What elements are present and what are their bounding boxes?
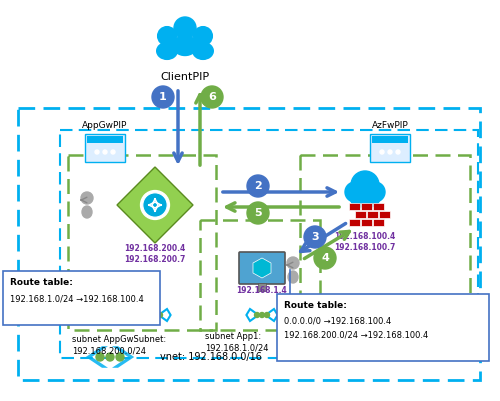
FancyBboxPatch shape (372, 136, 408, 143)
FancyBboxPatch shape (258, 283, 266, 291)
Circle shape (350, 187, 370, 207)
Text: AzFwPIP: AzFwPIP (372, 121, 408, 130)
Bar (68, 155, 216, 330)
FancyBboxPatch shape (3, 271, 160, 325)
Bar (60, 130, 478, 358)
Polygon shape (253, 258, 271, 278)
Circle shape (95, 150, 99, 154)
FancyBboxPatch shape (373, 219, 384, 226)
Circle shape (287, 257, 299, 269)
Circle shape (247, 175, 269, 197)
Ellipse shape (288, 271, 298, 283)
Text: 192.168.1.4: 192.168.1.4 (236, 286, 288, 295)
Text: Route table:: Route table: (10, 278, 73, 287)
Circle shape (111, 150, 115, 154)
Text: 0.0.0.0/0 →192.168.100.4: 0.0.0.0/0 →192.168.100.4 (284, 316, 391, 325)
Text: 6: 6 (208, 92, 216, 102)
FancyBboxPatch shape (239, 252, 285, 284)
Text: ClientPIP: ClientPIP (160, 72, 210, 82)
FancyBboxPatch shape (373, 203, 384, 210)
Circle shape (372, 312, 378, 318)
Bar (18, 108, 480, 380)
Text: 192.168.200.4
192.168.200.7: 192.168.200.4 192.168.200.7 (124, 244, 186, 264)
Ellipse shape (192, 43, 214, 59)
Ellipse shape (82, 206, 92, 218)
Polygon shape (112, 346, 134, 368)
Text: vnet: 192.168.0.0/16: vnet: 192.168.0.0/16 (160, 352, 262, 362)
Circle shape (96, 353, 104, 361)
Polygon shape (117, 167, 193, 243)
Circle shape (345, 182, 365, 202)
Bar (200, 220, 320, 330)
Text: subnet App1:
192.168.1.0/24: subnet App1: 192.168.1.0/24 (205, 332, 268, 353)
Text: subnet AzureFirewallSubnet:
192.168.100.0/26: subnet AzureFirewallSubnet: 192.168.100.… (304, 335, 424, 356)
Circle shape (360, 187, 380, 207)
FancyBboxPatch shape (349, 203, 360, 210)
Text: 2: 2 (254, 181, 262, 191)
Text: 192.168.200.0/24 →192.168.100.4: 192.168.200.0/24 →192.168.100.4 (284, 330, 428, 339)
Text: 192.168.100.4
192.168.100.7: 192.168.100.4 192.168.100.7 (334, 232, 396, 252)
Ellipse shape (156, 43, 178, 59)
Text: 1: 1 (159, 92, 167, 102)
Circle shape (116, 353, 124, 361)
Circle shape (106, 353, 114, 361)
Circle shape (368, 312, 372, 318)
Circle shape (194, 26, 212, 45)
Text: 5: 5 (254, 208, 262, 218)
Text: subnet AppGwSubnet:
192.168.200.0/24: subnet AppGwSubnet: 192.168.200.0/24 (72, 335, 166, 356)
FancyBboxPatch shape (361, 203, 372, 210)
FancyBboxPatch shape (355, 211, 366, 218)
Circle shape (103, 150, 107, 154)
FancyBboxPatch shape (85, 134, 125, 162)
FancyBboxPatch shape (367, 211, 378, 218)
Text: 192.168.1.0/24 →192.168.100.4: 192.168.1.0/24 →192.168.100.4 (10, 294, 144, 303)
Circle shape (396, 150, 400, 154)
Circle shape (260, 312, 264, 318)
FancyBboxPatch shape (370, 134, 410, 162)
FancyBboxPatch shape (379, 211, 390, 218)
Text: Route table:: Route table: (284, 301, 347, 310)
Ellipse shape (173, 36, 197, 55)
Bar (300, 155, 470, 330)
Text: AppGwPIP: AppGwPIP (82, 121, 128, 130)
Circle shape (362, 312, 368, 318)
Circle shape (365, 182, 385, 202)
FancyBboxPatch shape (87, 136, 123, 143)
Circle shape (140, 190, 170, 219)
Circle shape (174, 17, 196, 39)
Circle shape (388, 150, 392, 154)
Circle shape (158, 26, 176, 45)
Text: 4: 4 (321, 253, 329, 263)
FancyBboxPatch shape (349, 219, 360, 226)
Text: 3: 3 (311, 232, 319, 242)
Circle shape (351, 171, 379, 199)
Circle shape (152, 86, 174, 108)
FancyBboxPatch shape (361, 219, 372, 226)
FancyBboxPatch shape (277, 294, 489, 361)
Circle shape (304, 226, 326, 248)
Circle shape (148, 312, 152, 318)
Circle shape (247, 202, 269, 224)
Polygon shape (86, 346, 108, 368)
Circle shape (380, 150, 384, 154)
Circle shape (201, 86, 223, 108)
Circle shape (314, 247, 336, 269)
Circle shape (264, 312, 270, 318)
Circle shape (158, 312, 162, 318)
Circle shape (81, 192, 93, 204)
Circle shape (152, 312, 158, 318)
Circle shape (143, 193, 167, 217)
Circle shape (254, 312, 260, 318)
